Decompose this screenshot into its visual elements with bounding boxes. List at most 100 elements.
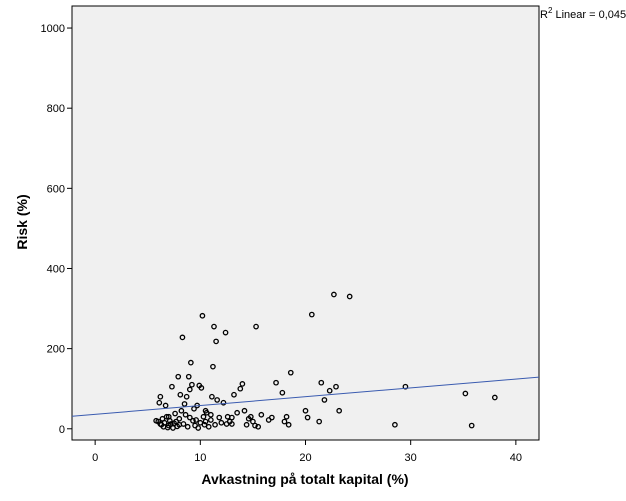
data-point xyxy=(281,418,288,425)
data-point xyxy=(169,383,175,390)
data-point xyxy=(302,407,309,414)
data-point xyxy=(222,329,229,336)
data-point xyxy=(468,422,475,429)
data-point xyxy=(321,397,328,403)
data-point xyxy=(207,411,214,418)
y-axis-title: Risk (%) xyxy=(14,194,30,249)
data-point xyxy=(318,379,325,386)
r2-annotation: R2 Linear = 0,045 xyxy=(540,6,626,21)
data-point xyxy=(202,407,209,414)
data-point xyxy=(195,425,202,431)
data-point xyxy=(183,393,190,400)
data-point xyxy=(176,421,183,428)
data-point xyxy=(273,379,279,386)
data-point xyxy=(333,383,339,390)
data-point xyxy=(156,399,163,406)
data-point xyxy=(462,390,469,397)
y-tick-label: 400 xyxy=(47,263,65,275)
y-tick-label: 600 xyxy=(47,183,65,195)
data-point xyxy=(243,421,250,428)
data-point xyxy=(247,413,254,420)
data-point xyxy=(205,423,212,430)
data-point xyxy=(316,418,323,425)
data-point xyxy=(182,411,189,418)
data-point xyxy=(172,410,178,417)
data-point xyxy=(185,373,192,380)
data-point xyxy=(402,383,409,390)
data-point xyxy=(252,422,258,429)
data-point xyxy=(200,413,207,420)
data-point xyxy=(213,338,219,345)
data-point xyxy=(177,391,184,398)
data-point xyxy=(209,393,215,400)
data-point xyxy=(223,421,230,427)
y-tick-label: 800 xyxy=(47,103,65,115)
data-point xyxy=(202,418,209,425)
x-tick-label: 40 xyxy=(510,452,522,464)
x-tick-label: 30 xyxy=(405,452,417,464)
x-tick-label: 10 xyxy=(194,452,206,464)
data-point xyxy=(218,419,225,426)
data-point xyxy=(336,407,343,414)
data-point xyxy=(234,409,240,416)
data-point xyxy=(214,397,220,403)
data-point xyxy=(268,414,275,421)
data-point xyxy=(199,312,206,319)
data-point xyxy=(189,381,195,388)
y-tick-label: 0 xyxy=(59,424,65,436)
data-point xyxy=(184,423,191,430)
data-point xyxy=(229,414,235,421)
data-point xyxy=(239,381,246,387)
data-point xyxy=(237,385,244,392)
data-point xyxy=(198,385,205,391)
data-point xyxy=(231,391,237,398)
data-point xyxy=(157,393,164,400)
data-point xyxy=(162,402,169,409)
data-point xyxy=(253,323,259,330)
data-point xyxy=(186,414,193,421)
data-point xyxy=(193,417,199,423)
data-point xyxy=(392,421,398,428)
y-tick-label: 1000 xyxy=(41,23,65,35)
data-point xyxy=(211,323,217,330)
data-point xyxy=(190,417,196,424)
data-point xyxy=(176,415,183,422)
data-point xyxy=(212,421,218,428)
data-point xyxy=(178,407,185,414)
r2-suffix: Linear = 0,045 xyxy=(552,9,626,21)
data-point xyxy=(241,407,248,414)
data-point xyxy=(207,417,214,423)
data-point xyxy=(175,373,182,380)
x-tick-label: 0 xyxy=(92,452,98,464)
data-point xyxy=(326,387,333,394)
data-point xyxy=(210,363,216,370)
plot-area xyxy=(71,5,540,441)
data-point xyxy=(308,311,315,318)
x-tick-label: 20 xyxy=(299,452,311,464)
data-point xyxy=(229,421,235,427)
data-point xyxy=(165,413,172,420)
x-axis-title: Avkastning på totalt kapital (%) xyxy=(201,471,408,487)
data-point xyxy=(491,394,498,401)
data-point xyxy=(179,334,186,341)
data-point xyxy=(304,414,311,421)
linear-fit-line xyxy=(72,376,539,417)
data-point xyxy=(287,369,294,376)
y-tick-label: 200 xyxy=(47,344,65,356)
data-point xyxy=(255,423,262,430)
data-point xyxy=(258,411,265,418)
data-point xyxy=(157,421,164,427)
data-point xyxy=(216,414,223,421)
data-point xyxy=(163,413,170,420)
data-point xyxy=(285,421,292,428)
data-point xyxy=(283,413,290,420)
data-point xyxy=(331,291,337,298)
data-point xyxy=(220,399,227,406)
data-point xyxy=(181,401,188,407)
data-point xyxy=(279,389,286,396)
data-point xyxy=(188,359,194,366)
data-point xyxy=(346,293,353,300)
data-point xyxy=(186,386,193,393)
r2-superscript: 2 xyxy=(548,6,553,15)
